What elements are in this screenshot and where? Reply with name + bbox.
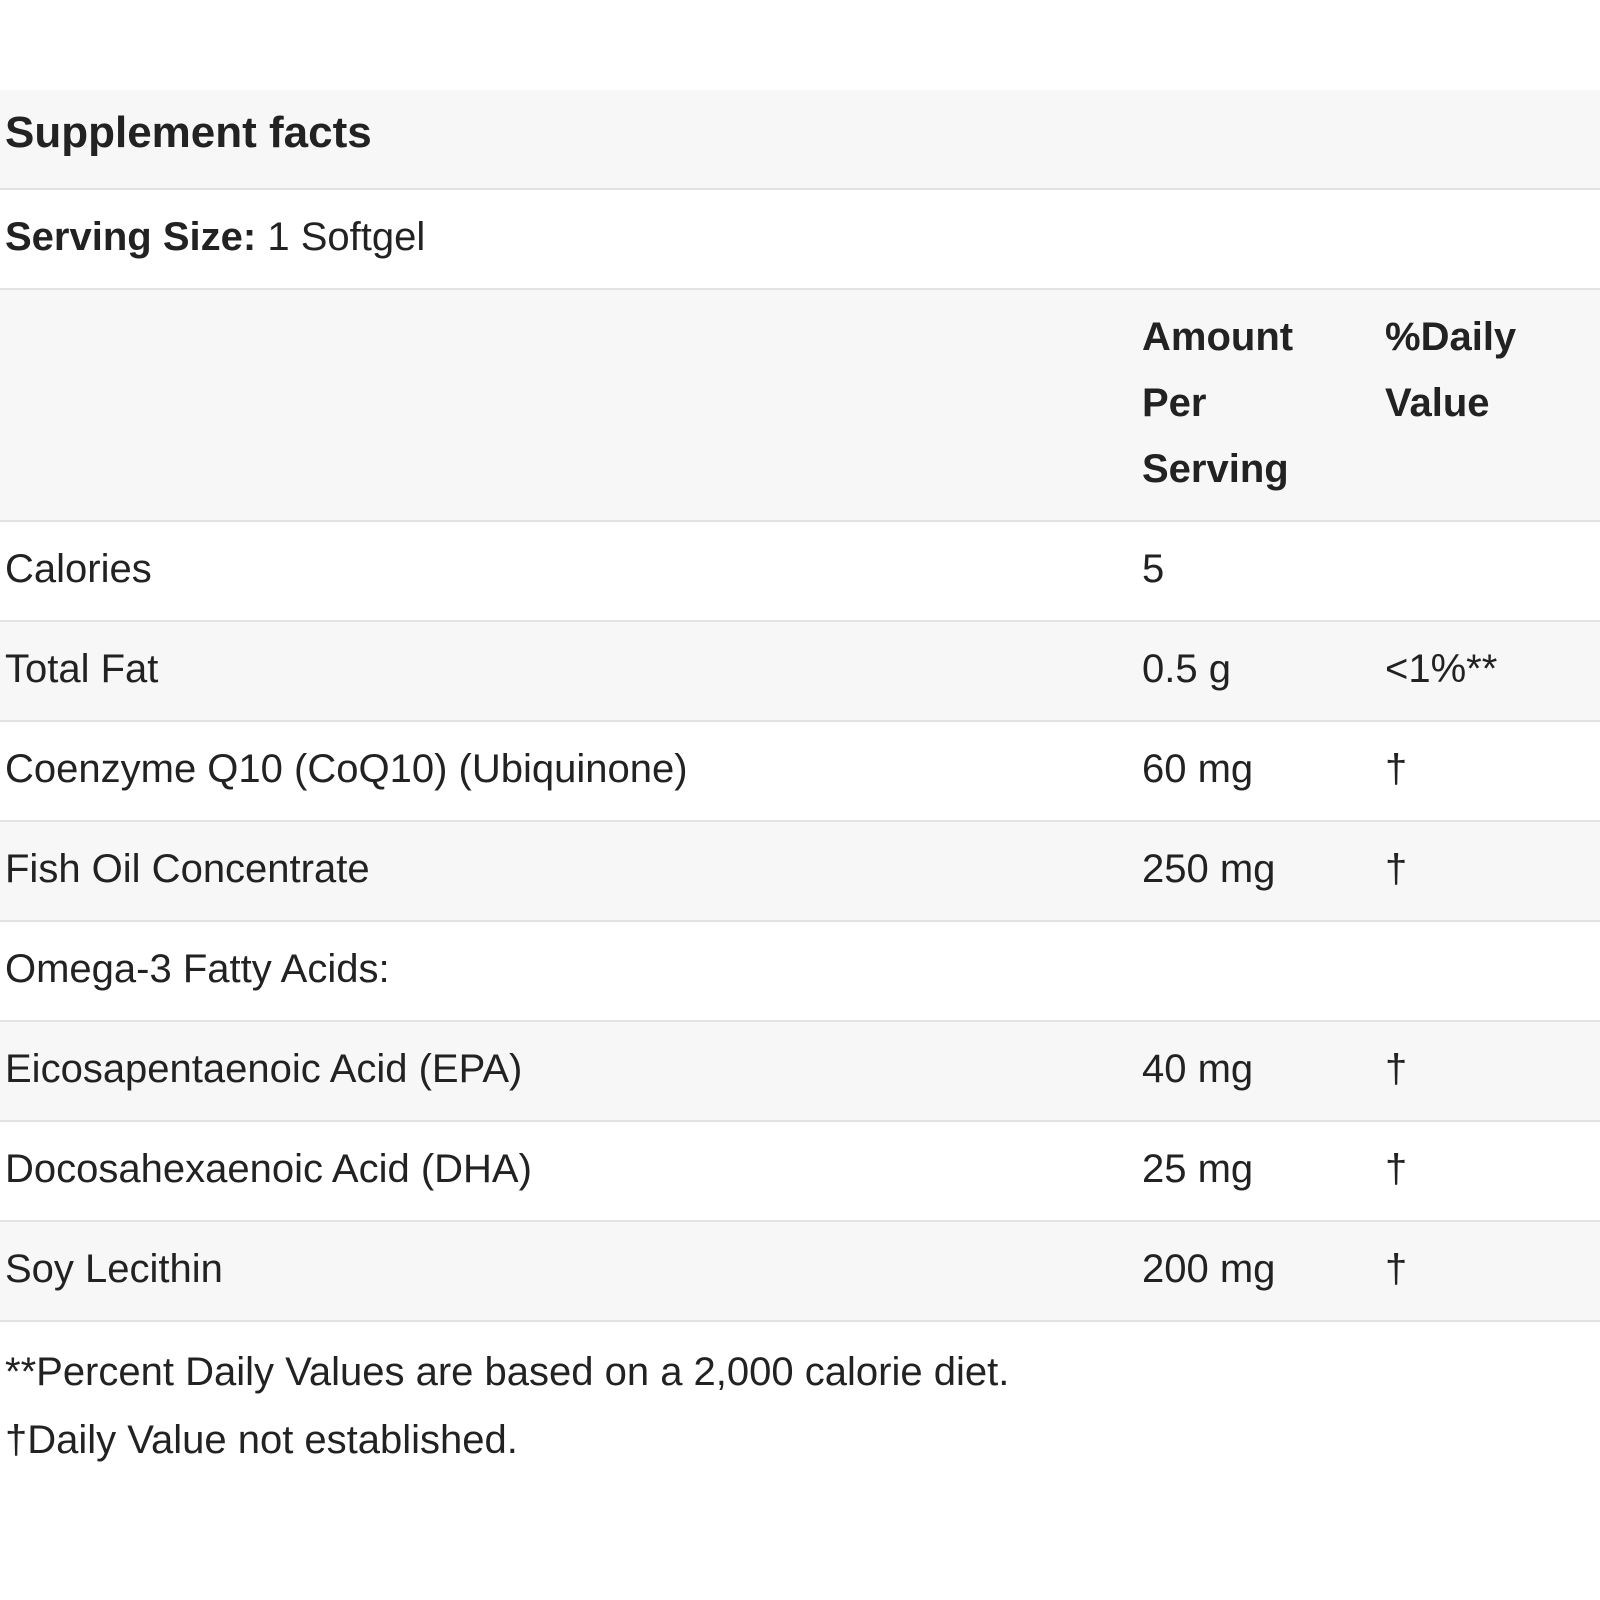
footnote: †Daily Value not established. [5, 1418, 518, 1462]
serving-size: Serving Size: 1 Softgel [5, 204, 425, 270]
ingredient-name: Eicosapentaenoic Acid (EPA) [5, 1047, 523, 1091]
serving-row: Serving Size: 1 Softgel [0, 190, 1600, 290]
table-row: Omega-3 Fatty Acids: [0, 922, 1600, 1022]
ingredient-name: Total Fat [5, 647, 159, 691]
table-row: Calories 5 [0, 522, 1600, 622]
table-row: Total Fat 0.5 g <1%** [0, 622, 1600, 722]
ingredient-name: Soy Lecithin [5, 1247, 223, 1291]
title: Supplement facts [5, 108, 372, 157]
daily-value: † [1385, 747, 1408, 791]
amount: 5 [1142, 547, 1165, 591]
serving-value: 1 Softgel [267, 215, 426, 259]
serving-label: Serving Size: [5, 215, 257, 259]
amount: 60 mg [1142, 747, 1254, 791]
daily-value: † [1385, 847, 1408, 891]
ingredient-name: Coenzyme Q10 (CoQ10) (Ubiquinone) [5, 747, 688, 791]
table-row: Coenzyme Q10 (CoQ10) (Ubiquinone) 60 mg † [0, 722, 1600, 822]
title-row: Supplement facts [0, 90, 1600, 190]
column-header: %Daily Value [1385, 315, 1517, 425]
amount: 40 mg [1142, 1047, 1254, 1091]
amount: 250 mg [1142, 847, 1276, 891]
ingredient-name: Calories [5, 547, 152, 591]
footnote: **Percent Daily Values are based on a 2,… [5, 1350, 1010, 1394]
table-row: Eicosapentaenoic Acid (EPA) 40 mg † [0, 1022, 1600, 1122]
amount: 0.5 g [1142, 647, 1231, 691]
amount: 25 mg [1142, 1147, 1254, 1191]
table-row: Docosahexaenoic Acid (DHA) 25 mg † [0, 1122, 1600, 1222]
daily-value: † [1385, 1147, 1408, 1191]
daily-value: <1%** [1385, 647, 1498, 691]
table-row: Soy Lecithin 200 mg † [0, 1222, 1600, 1322]
column-header-row: Amount Per Serving %Daily Value [0, 290, 1600, 522]
daily-value: † [1385, 1247, 1408, 1291]
amount: 200 mg [1142, 1247, 1276, 1291]
ingredient-name: Fish Oil Concentrate [5, 847, 370, 891]
ingredient-name: Docosahexaenoic Acid (DHA) [5, 1147, 532, 1191]
daily-value: † [1385, 1047, 1408, 1091]
ingredient-name: Omega-3 Fatty Acids: [5, 947, 390, 991]
table-row: Fish Oil Concentrate 250 mg † [0, 822, 1600, 922]
column-header: Amount Per Serving [1142, 315, 1294, 491]
